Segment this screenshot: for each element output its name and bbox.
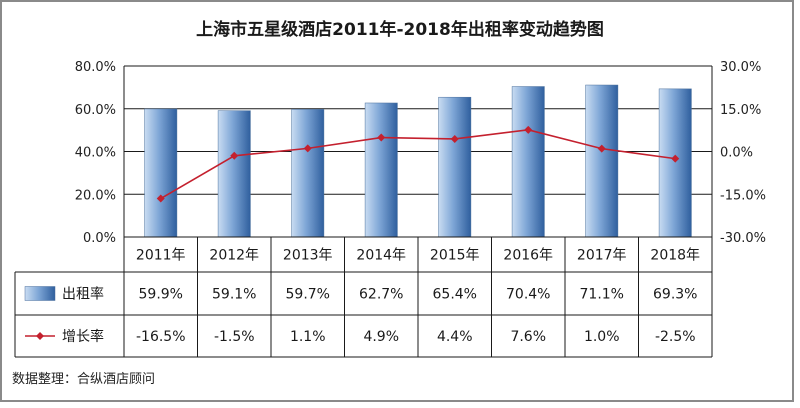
y-right-tick-label: -15.0%: [720, 188, 766, 203]
growth-point: [377, 133, 386, 142]
y-right-tick-label: 0.0%: [720, 146, 753, 161]
bar: [511, 86, 545, 238]
legend-label-occupancy: 出租率: [62, 286, 104, 303]
data-label: -2.5%: [655, 329, 696, 345]
data-label: 1.1%: [290, 329, 326, 345]
bar: [658, 88, 692, 238]
y-left-tick-label: 20.0%: [75, 188, 116, 203]
bar: [364, 102, 398, 238]
x-tick-label: 2017年: [577, 248, 627, 264]
data-table: 2011年 2012年 2013年 2014年 2015年 2016年 2017年 2018年…: [14, 236, 713, 358]
data-label: 70.4%: [506, 287, 550, 303]
data-label: -1.5%: [214, 329, 255, 345]
growth-point: [230, 151, 239, 160]
axes: 0.0% 20.0% 40.0% 60.0% 80.0% -30.0% -15.0% 0.0%…: [75, 60, 766, 246]
growth-point: [671, 154, 680, 163]
data-label: 65.4%: [433, 287, 477, 303]
data-label: 4.4%: [437, 329, 473, 345]
data-label: -16.5%: [136, 329, 186, 345]
x-tick-label: 2013年: [283, 248, 333, 264]
bars: [144, 84, 692, 238]
y-right-tick-label: -30.0%: [720, 231, 766, 246]
y-right-tick-label: 30.0%: [720, 60, 761, 75]
x-tick-label: 2011年: [136, 248, 186, 264]
y-left-tick-label: 60.0%: [75, 103, 116, 118]
source-note: 数据整理：合纵酒店顾问: [12, 372, 155, 387]
data-label: 62.7%: [359, 287, 403, 303]
data-label: 69.3%: [653, 287, 697, 303]
bar: [291, 109, 325, 238]
growth-line: [156, 125, 680, 203]
bar: [438, 96, 472, 238]
legend-swatch-marker: [36, 332, 44, 340]
x-tick-label: 2015年: [430, 248, 480, 264]
growth-point: [156, 194, 165, 203]
y-left-tick-label: 80.0%: [75, 60, 116, 75]
growth-point: [450, 134, 459, 143]
data-label: 1.0%: [584, 329, 620, 345]
bar: [217, 110, 251, 238]
x-tick-label: 2018年: [650, 248, 700, 264]
bar: [144, 108, 178, 238]
y-left-tick-label: 40.0%: [75, 146, 116, 161]
data-label: 4.9%: [363, 329, 399, 345]
data-label: 59.7%: [286, 287, 330, 303]
x-tick-label: 2014年: [356, 248, 406, 264]
x-tick-label: 2012年: [209, 248, 259, 264]
growth-line-path: [160, 129, 676, 200]
data-label: 59.9%: [139, 287, 183, 303]
bar: [585, 84, 619, 238]
data-label: 7.6%: [510, 329, 546, 345]
data-label: 71.1%: [580, 287, 624, 303]
growth-point: [524, 125, 533, 134]
legend-label-growth: 增长率: [62, 328, 104, 345]
chart-title: 上海市五星级酒店2011年-2018年出租率变动趋势图: [196, 19, 604, 40]
legend-swatch-bar: [24, 286, 56, 301]
data-label: 59.1%: [212, 287, 256, 303]
y-left-tick-label: 0.0%: [83, 231, 116, 246]
growth-point: [597, 144, 606, 153]
y-right-tick-label: 15.0%: [720, 103, 761, 118]
x-tick-label: 2016年: [503, 248, 553, 264]
growth-point: [303, 144, 312, 153]
